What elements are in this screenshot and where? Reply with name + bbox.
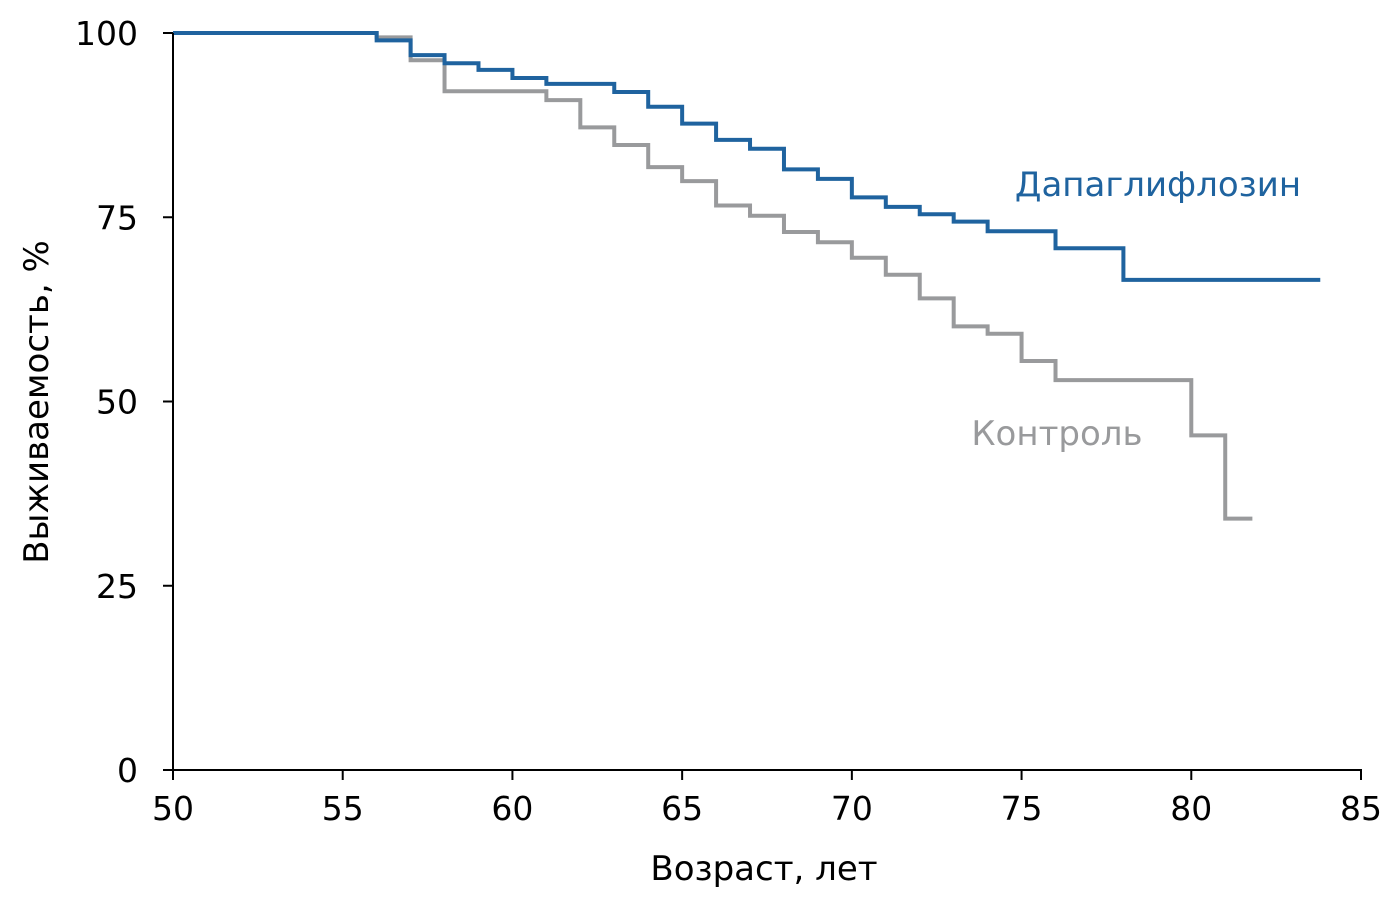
annotation-control: Контроль bbox=[971, 414, 1142, 454]
y-tick-label: 50 bbox=[96, 383, 138, 422]
y-tick-label: 100 bbox=[75, 14, 138, 53]
y-axis-label: Выживаемость, % bbox=[17, 240, 57, 564]
x-tick-label: 85 bbox=[1340, 789, 1382, 828]
annotation-dapagliflozin: Дапаглифлозин bbox=[1015, 165, 1301, 205]
x-axis-label: Возраст, лет bbox=[650, 849, 877, 889]
y-tick-label: 0 bbox=[117, 751, 138, 790]
x-tick-label: 80 bbox=[1170, 789, 1212, 828]
x-tick-label: 60 bbox=[491, 789, 533, 828]
x-tick-label: 50 bbox=[152, 789, 194, 828]
series-line-dapagliflozin bbox=[173, 31, 1321, 282]
x-tick-label: 65 bbox=[661, 789, 703, 828]
series-line-control bbox=[173, 31, 1253, 521]
y-tick-label: 75 bbox=[96, 198, 138, 237]
x-tick-label: 70 bbox=[831, 789, 873, 828]
x-tick-label: 75 bbox=[1001, 789, 1043, 828]
x-tick-label: 55 bbox=[322, 789, 364, 828]
y-tick-label: 25 bbox=[96, 567, 138, 606]
